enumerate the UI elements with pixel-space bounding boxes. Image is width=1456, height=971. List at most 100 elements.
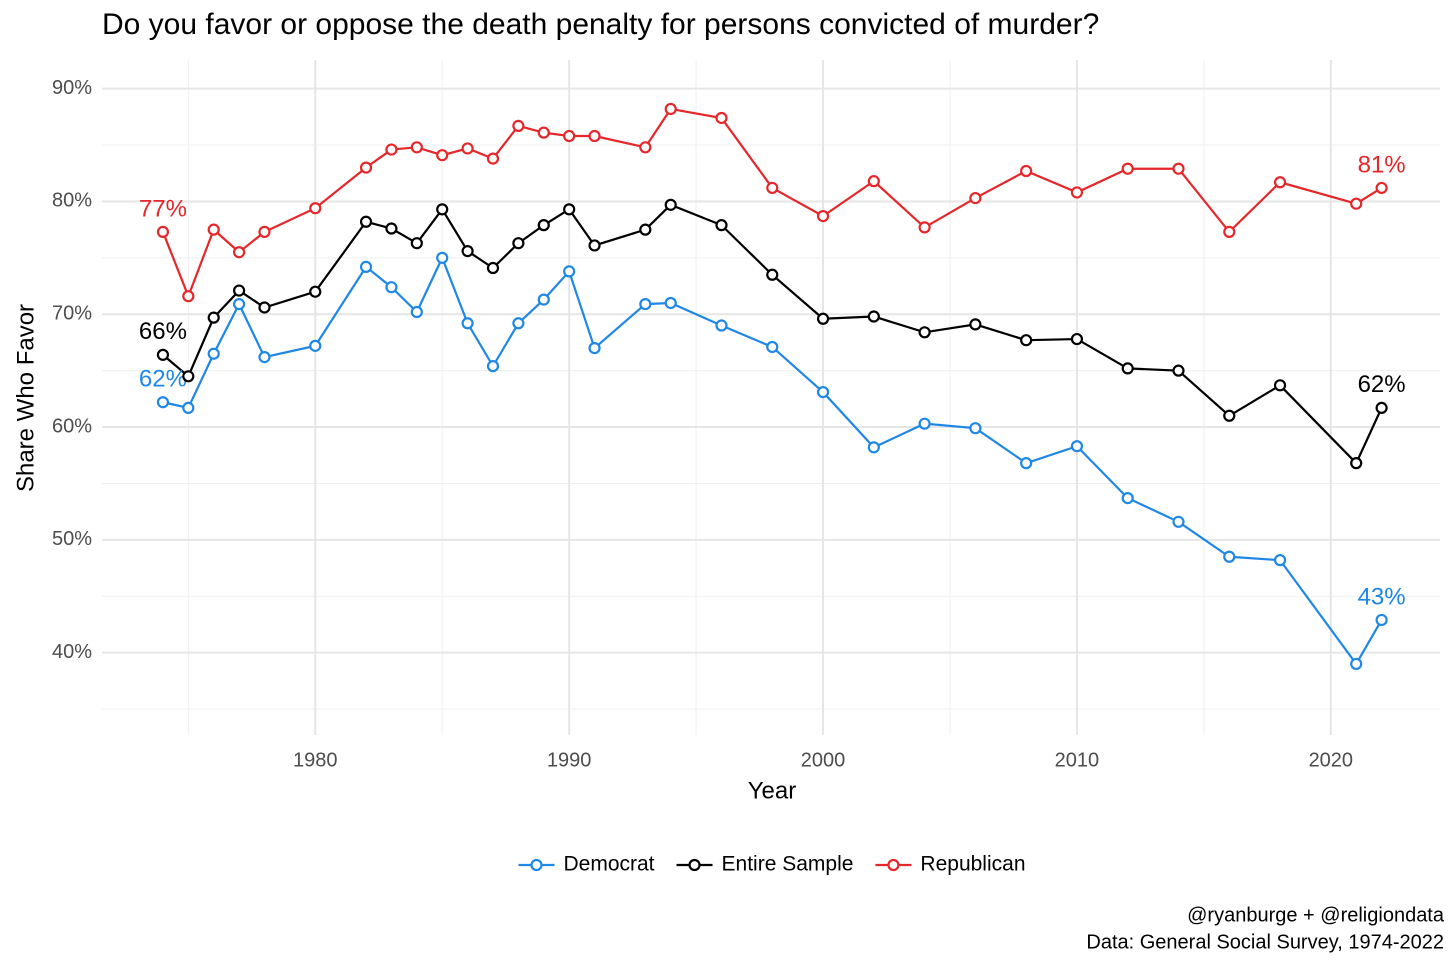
x-tick-label: 2020 <box>1309 749 1354 771</box>
data-point <box>1375 401 1388 414</box>
data-point <box>359 161 373 174</box>
data-point <box>816 385 830 399</box>
series-line <box>161 107 1383 300</box>
data-point <box>461 142 474 155</box>
data-point <box>156 225 170 239</box>
y-tick-label: 40% <box>52 641 92 663</box>
data-point <box>715 219 728 232</box>
data-point <box>1273 379 1287 392</box>
chart-title: Do you favor or oppose the death penalty… <box>102 8 1099 41</box>
data-label: 77% <box>139 195 187 222</box>
data-point <box>486 152 500 165</box>
data-point <box>1223 550 1236 563</box>
data-point <box>1375 613 1388 627</box>
caption: Data: General Social Survey, 1974-2022 <box>1086 931 1444 953</box>
data-point <box>1020 334 1033 347</box>
data-point <box>867 441 880 454</box>
data-point <box>1070 186 1084 199</box>
data-point <box>182 370 195 383</box>
data-label: 62% <box>139 366 187 393</box>
data-point <box>359 260 373 273</box>
data-point <box>182 401 195 414</box>
data-point <box>512 119 525 132</box>
data-point <box>867 310 880 323</box>
data-point <box>1070 440 1084 453</box>
data-point <box>537 126 550 139</box>
data-point <box>1020 164 1033 178</box>
data-point <box>461 244 474 258</box>
data-point <box>461 317 474 330</box>
legend-label: Entire Sample <box>722 853 854 876</box>
data-point <box>664 296 677 310</box>
data-point <box>537 293 550 306</box>
data-point <box>233 284 246 297</box>
data-point <box>309 339 322 352</box>
data-point <box>207 347 220 360</box>
data-point <box>918 221 931 234</box>
legend-key-point <box>530 858 543 872</box>
data-point <box>1223 409 1236 422</box>
data-point <box>639 298 652 311</box>
data-point <box>233 246 246 259</box>
legend-key-point <box>688 858 701 872</box>
data-point <box>359 215 373 228</box>
data-point <box>1121 492 1134 505</box>
data-point <box>1172 515 1185 528</box>
data-point <box>1375 181 1388 195</box>
data-point <box>156 348 170 361</box>
data-point <box>918 326 931 339</box>
data-point <box>766 340 779 354</box>
data-point <box>588 341 601 355</box>
data-point <box>1070 332 1084 346</box>
data-point <box>410 141 423 154</box>
data-point <box>486 261 500 275</box>
data-point <box>766 268 779 281</box>
data-point <box>867 175 880 188</box>
legend-key-point <box>887 858 900 872</box>
data-point <box>410 237 423 250</box>
data-label: 43% <box>1358 583 1406 610</box>
y-tick-label: 50% <box>52 528 92 550</box>
data-point <box>664 198 677 211</box>
x-axis-title: Year <box>748 777 797 804</box>
data-label: 66% <box>139 318 187 345</box>
data-point <box>1350 197 1363 210</box>
data-point <box>1273 176 1287 189</box>
data-point <box>410 305 423 319</box>
y-axis-title: Share Who Favor <box>12 304 39 492</box>
data-point <box>436 149 449 162</box>
data-point <box>715 319 728 332</box>
data-point <box>436 251 449 264</box>
data-point <box>563 129 576 143</box>
x-tick-label: 1980 <box>293 749 338 771</box>
y-tick-label: 80% <box>52 190 92 212</box>
data-point <box>1273 554 1287 567</box>
data-point <box>1223 225 1236 239</box>
data-point <box>486 360 500 373</box>
data-point <box>1172 364 1185 377</box>
data-point <box>258 351 271 364</box>
x-tick-label: 1990 <box>547 749 592 771</box>
x-tick-label: 2000 <box>801 749 846 771</box>
data-point <box>385 281 398 294</box>
data-point <box>1172 162 1185 175</box>
series-line <box>162 203 1383 466</box>
series-line <box>162 255 1383 666</box>
data-point <box>664 102 677 116</box>
data-point <box>969 422 982 435</box>
data-point <box>182 290 195 303</box>
data-point <box>766 181 779 195</box>
caption: @ryanburge + @religiondata <box>1187 904 1445 926</box>
data-point <box>258 225 271 239</box>
data-point <box>436 203 449 216</box>
data-point <box>385 222 398 235</box>
data-point <box>207 311 220 324</box>
data-point <box>233 298 246 311</box>
data-point <box>1121 362 1134 375</box>
data-point <box>563 265 576 278</box>
data-label: 81% <box>1358 151 1406 178</box>
data-point <box>512 237 525 250</box>
legend: Democrat Entire Sample Republican <box>518 853 1026 876</box>
data-point <box>1350 657 1363 671</box>
